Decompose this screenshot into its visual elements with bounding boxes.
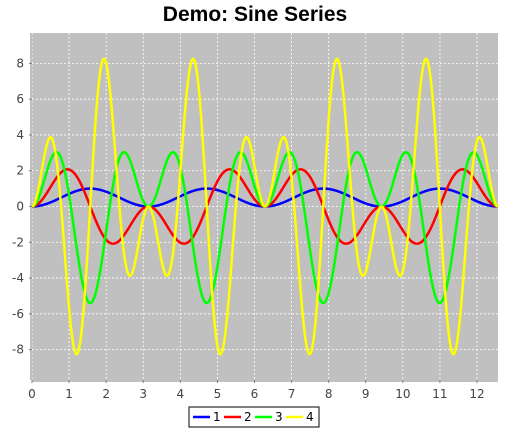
legend-label-1: 1 [213,410,221,424]
legend-label-4: 4 [306,410,314,424]
chart-title: Demo: Sine Series [163,3,347,26]
y-tick-label: 4 [16,128,24,142]
y-axis: -8 -6 -4 -2 0 2 4 6 8 [12,33,32,380]
series-lines [31,57,499,356]
legend-label-3: 3 [275,410,283,424]
x-tick-label: 3 [139,387,147,401]
x-tick-label: 5 [214,387,222,401]
x-tick-label: 0 [28,387,36,401]
series-4-line [31,57,499,356]
y-tick-label: -4 [12,271,24,285]
legend-label-2: 2 [244,410,252,424]
y-tick-label: 2 [16,164,24,178]
legend: 1 2 3 4 [188,406,320,428]
y-tick-label: -8 [12,343,24,357]
y-tick-label: 0 [16,200,24,214]
y-tick-label: -6 [12,307,24,321]
x-tick-label: 4 [177,387,185,401]
y-tick-label: 6 [16,92,24,106]
x-tick-label: 2 [102,387,110,401]
legend-box [188,406,320,428]
x-axis: 0 1 2 3 4 5 6 7 8 9 10 11 12 [28,380,498,401]
x-tick-label: 9 [362,387,370,401]
x-tick-label: 7 [288,387,296,401]
y-tick-label: -2 [12,235,24,249]
x-tick-label: 12 [469,387,484,401]
x-tick-label: 8 [325,387,333,401]
x-tick-label: 6 [251,387,259,401]
x-tick-label: 10 [395,387,410,401]
y-tick-label: 8 [16,56,24,70]
x-tick-label: 1 [65,387,73,401]
x-tick-label: 11 [432,387,447,401]
